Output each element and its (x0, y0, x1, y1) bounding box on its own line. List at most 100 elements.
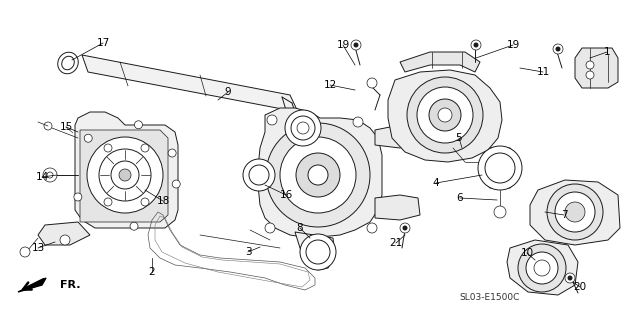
Circle shape (104, 144, 112, 152)
Circle shape (99, 149, 151, 201)
Polygon shape (295, 232, 335, 270)
Polygon shape (82, 55, 298, 112)
Circle shape (130, 222, 138, 230)
Circle shape (141, 144, 149, 152)
Circle shape (555, 192, 595, 232)
Circle shape (280, 137, 356, 213)
Polygon shape (375, 195, 420, 220)
Circle shape (266, 123, 370, 227)
Circle shape (308, 165, 328, 185)
Circle shape (553, 44, 563, 54)
Polygon shape (482, 148, 518, 188)
Circle shape (367, 223, 377, 233)
Text: 11: 11 (536, 67, 550, 77)
Polygon shape (575, 48, 618, 88)
Text: 5: 5 (456, 133, 462, 143)
Text: 15: 15 (60, 122, 72, 132)
Ellipse shape (58, 52, 78, 74)
Text: 4: 4 (433, 178, 439, 188)
Circle shape (297, 122, 309, 134)
Circle shape (547, 184, 603, 240)
Circle shape (568, 276, 573, 280)
Text: 6: 6 (457, 193, 463, 203)
Polygon shape (258, 108, 382, 238)
Circle shape (478, 146, 522, 190)
Circle shape (438, 108, 452, 122)
Circle shape (60, 235, 70, 245)
Circle shape (526, 252, 558, 284)
Circle shape (429, 99, 461, 131)
Circle shape (351, 40, 361, 50)
Circle shape (474, 42, 479, 48)
Circle shape (249, 165, 269, 185)
Polygon shape (400, 52, 480, 72)
Circle shape (87, 137, 163, 213)
Circle shape (47, 172, 53, 178)
Text: 9: 9 (225, 87, 231, 97)
Text: 20: 20 (573, 282, 587, 292)
Circle shape (353, 117, 363, 127)
Circle shape (267, 115, 277, 125)
Ellipse shape (61, 56, 74, 70)
Text: 10: 10 (520, 248, 534, 258)
Text: SL03-E1500C: SL03-E1500C (460, 293, 520, 302)
Circle shape (471, 40, 481, 50)
Circle shape (400, 223, 410, 233)
Circle shape (168, 149, 176, 157)
Circle shape (296, 153, 340, 197)
Text: 3: 3 (244, 247, 252, 257)
Circle shape (417, 87, 473, 143)
Circle shape (403, 226, 408, 231)
Circle shape (485, 153, 515, 183)
Text: FR.: FR. (60, 280, 81, 290)
Circle shape (534, 260, 550, 276)
Circle shape (243, 159, 275, 191)
Text: 1: 1 (604, 47, 611, 57)
Text: 16: 16 (280, 190, 292, 200)
Circle shape (43, 168, 57, 182)
Circle shape (565, 273, 575, 283)
Text: 19: 19 (337, 40, 349, 50)
Circle shape (565, 202, 585, 222)
Text: 2: 2 (148, 267, 156, 277)
Circle shape (367, 78, 377, 88)
Text: 13: 13 (31, 243, 45, 253)
Circle shape (291, 116, 315, 140)
Polygon shape (507, 240, 578, 295)
Polygon shape (18, 278, 46, 292)
Polygon shape (80, 130, 168, 222)
Circle shape (285, 110, 321, 146)
Circle shape (84, 134, 92, 142)
Circle shape (353, 42, 358, 48)
Circle shape (172, 180, 180, 188)
Polygon shape (375, 125, 418, 148)
Circle shape (556, 47, 561, 51)
Circle shape (494, 206, 506, 218)
Circle shape (104, 198, 112, 206)
Circle shape (300, 234, 336, 270)
Circle shape (586, 61, 594, 69)
Text: 18: 18 (156, 196, 170, 206)
Text: 7: 7 (561, 210, 567, 220)
Circle shape (74, 193, 82, 201)
Circle shape (20, 247, 30, 257)
Circle shape (111, 161, 139, 189)
Polygon shape (388, 70, 502, 162)
Circle shape (518, 244, 566, 292)
Polygon shape (530, 180, 620, 245)
Circle shape (407, 77, 483, 153)
Text: 19: 19 (506, 40, 520, 50)
Circle shape (306, 240, 330, 264)
Text: 21: 21 (389, 238, 403, 248)
Circle shape (44, 122, 52, 130)
Polygon shape (38, 222, 90, 245)
Circle shape (134, 121, 143, 129)
Circle shape (141, 198, 149, 206)
Circle shape (586, 71, 594, 79)
Text: 14: 14 (35, 172, 49, 182)
Text: 12: 12 (323, 80, 337, 90)
Text: 8: 8 (297, 223, 303, 233)
Polygon shape (75, 112, 178, 228)
Text: 17: 17 (97, 38, 109, 48)
Circle shape (265, 223, 275, 233)
